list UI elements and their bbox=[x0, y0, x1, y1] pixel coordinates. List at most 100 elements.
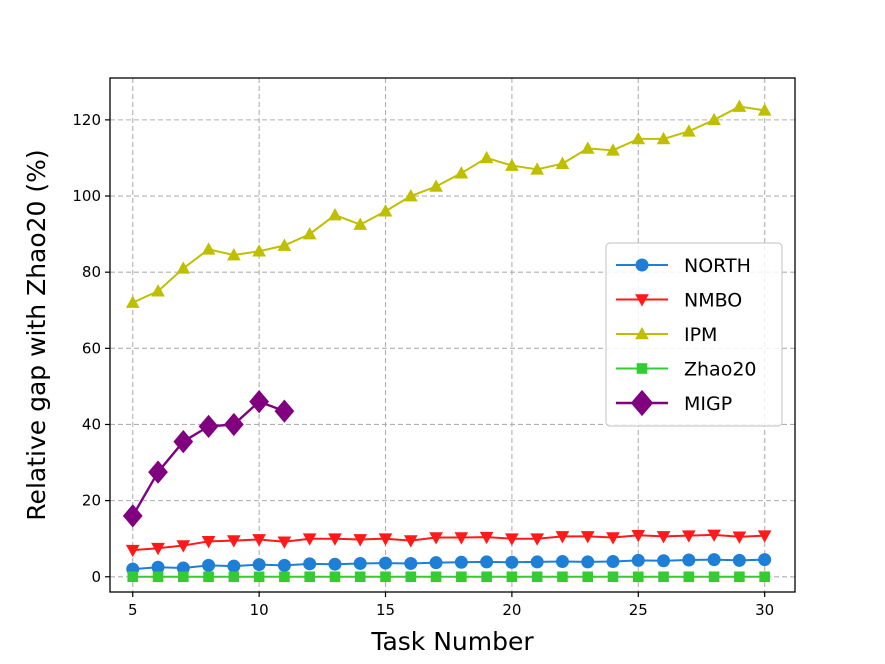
y-tick-label: 100 bbox=[72, 187, 101, 205]
data-point-zhao20 bbox=[228, 571, 240, 583]
data-point-north bbox=[581, 555, 595, 569]
data-point-zhao20 bbox=[708, 571, 720, 583]
x-tick-label: 25 bbox=[629, 601, 648, 619]
data-point-zhao20 bbox=[430, 571, 442, 583]
data-point-nmbo bbox=[707, 529, 721, 542]
data-point-nmbo bbox=[328, 533, 342, 546]
data-point-north bbox=[606, 555, 620, 569]
series-ipm bbox=[125, 99, 772, 308]
data-point-zhao20 bbox=[456, 571, 467, 583]
data-point-nmbo bbox=[403, 535, 418, 548]
data-point-north bbox=[227, 559, 241, 573]
data-point-ipm bbox=[580, 141, 595, 154]
data-point-north bbox=[353, 556, 367, 570]
data-point-north bbox=[303, 557, 317, 571]
legend-label-zhao20: Zhao20 bbox=[684, 359, 757, 381]
x-tick-label: 5 bbox=[128, 601, 138, 619]
data-point-ipm bbox=[505, 158, 519, 171]
data-point-nmbo bbox=[580, 531, 595, 544]
data-point-north bbox=[277, 558, 291, 572]
data-point-migp bbox=[198, 414, 219, 438]
data-point-ipm bbox=[353, 217, 368, 230]
data-point-migp bbox=[223, 412, 244, 437]
data-point-migp bbox=[148, 460, 168, 484]
data-point-north bbox=[682, 553, 696, 567]
data-point-zhao20 bbox=[658, 571, 669, 583]
data-point-north bbox=[707, 553, 721, 567]
data-point-ipm bbox=[328, 208, 342, 221]
data-point-ipm bbox=[681, 124, 696, 137]
axis-ticks: 5 10 15 20 25 30 0 20 40 60 80 100 120 bbox=[72, 111, 774, 619]
plot-frame bbox=[109, 77, 796, 593]
data-point-nmbo bbox=[353, 534, 368, 547]
legend-item-ipm: IPM bbox=[616, 324, 717, 346]
data-point-ipm bbox=[530, 162, 545, 175]
data-point-zhao20 bbox=[506, 571, 518, 583]
data-point-zhao20 bbox=[329, 571, 341, 583]
legend-item-zhao20: Zhao20 bbox=[616, 359, 757, 381]
y-tick-label: 0 bbox=[91, 568, 101, 586]
x-axis-label: Task Number bbox=[370, 627, 534, 656]
data-point-nmbo bbox=[378, 533, 393, 546]
data-point-nmbo bbox=[656, 531, 671, 544]
x-tick-label: 15 bbox=[376, 601, 395, 619]
data-point-ipm bbox=[732, 99, 747, 112]
data-point-nmbo bbox=[681, 530, 696, 543]
data-point-nmbo bbox=[277, 536, 292, 549]
data-point-ipm bbox=[429, 179, 443, 192]
data-point-ipm bbox=[479, 150, 494, 164]
data-point-nmbo bbox=[530, 533, 545, 546]
data-point-north bbox=[429, 556, 443, 570]
data-point-nmbo bbox=[479, 531, 494, 545]
y-tick-label: 120 bbox=[72, 111, 101, 129]
data-point-ipm bbox=[302, 227, 317, 240]
legend-label-migp: MIGP bbox=[684, 393, 732, 415]
series-migp bbox=[122, 390, 295, 528]
data-point-north bbox=[631, 553, 645, 567]
data-point-zhao20 bbox=[632, 571, 644, 583]
data-point-migp bbox=[122, 504, 143, 528]
series-zhao20 bbox=[127, 571, 770, 583]
data-point-zhao20 bbox=[531, 571, 543, 583]
data-point-nmbo bbox=[151, 542, 165, 556]
data-point-zhao20 bbox=[582, 571, 594, 583]
data-point-north bbox=[657, 554, 671, 568]
y-tick-label: 80 bbox=[82, 263, 101, 281]
data-point-zhao20 bbox=[203, 571, 214, 583]
legend-marker-north bbox=[635, 258, 649, 272]
data-point-ipm bbox=[403, 189, 418, 202]
data-point-north bbox=[379, 556, 393, 570]
legend-label-ipm: IPM bbox=[684, 324, 717, 346]
data-point-north bbox=[404, 556, 418, 570]
y-axis-label: Relative gap with Zhao20 (%) bbox=[22, 149, 51, 520]
data-point-north bbox=[530, 555, 544, 569]
data-point-nmbo bbox=[227, 535, 241, 548]
y-tick-label: 20 bbox=[82, 492, 101, 510]
data-point-zhao20 bbox=[607, 571, 619, 583]
legend-item-nmbo: NMBO bbox=[616, 290, 742, 312]
legend-item-north: NORTH bbox=[616, 255, 751, 277]
data-point-nmbo bbox=[555, 531, 570, 544]
data-point-ipm bbox=[707, 112, 721, 126]
data-point-nmbo bbox=[302, 533, 317, 546]
data-point-ipm bbox=[227, 248, 241, 261]
data-point-ipm bbox=[454, 166, 469, 179]
data-point-ipm bbox=[555, 156, 570, 169]
data-point-nmbo bbox=[606, 532, 620, 545]
data-point-ipm bbox=[631, 131, 646, 145]
data-point-migp bbox=[274, 399, 295, 423]
data-point-ipm bbox=[201, 242, 216, 255]
data-point-zhao20 bbox=[279, 571, 290, 583]
data-point-zhao20 bbox=[481, 571, 492, 583]
data-point-zhao20 bbox=[253, 571, 265, 583]
data-point-nmbo bbox=[125, 544, 140, 558]
data-point-nmbo bbox=[201, 536, 216, 549]
data-point-north bbox=[454, 555, 468, 569]
data-point-zhao20 bbox=[557, 571, 568, 583]
x-tick-label: 20 bbox=[502, 601, 521, 619]
data-point-nmbo bbox=[505, 533, 519, 546]
data-point-ipm bbox=[176, 261, 191, 274]
data-point-zhao20 bbox=[759, 571, 770, 583]
data-point-ipm bbox=[757, 103, 772, 116]
data-point-nmbo bbox=[757, 530, 772, 543]
